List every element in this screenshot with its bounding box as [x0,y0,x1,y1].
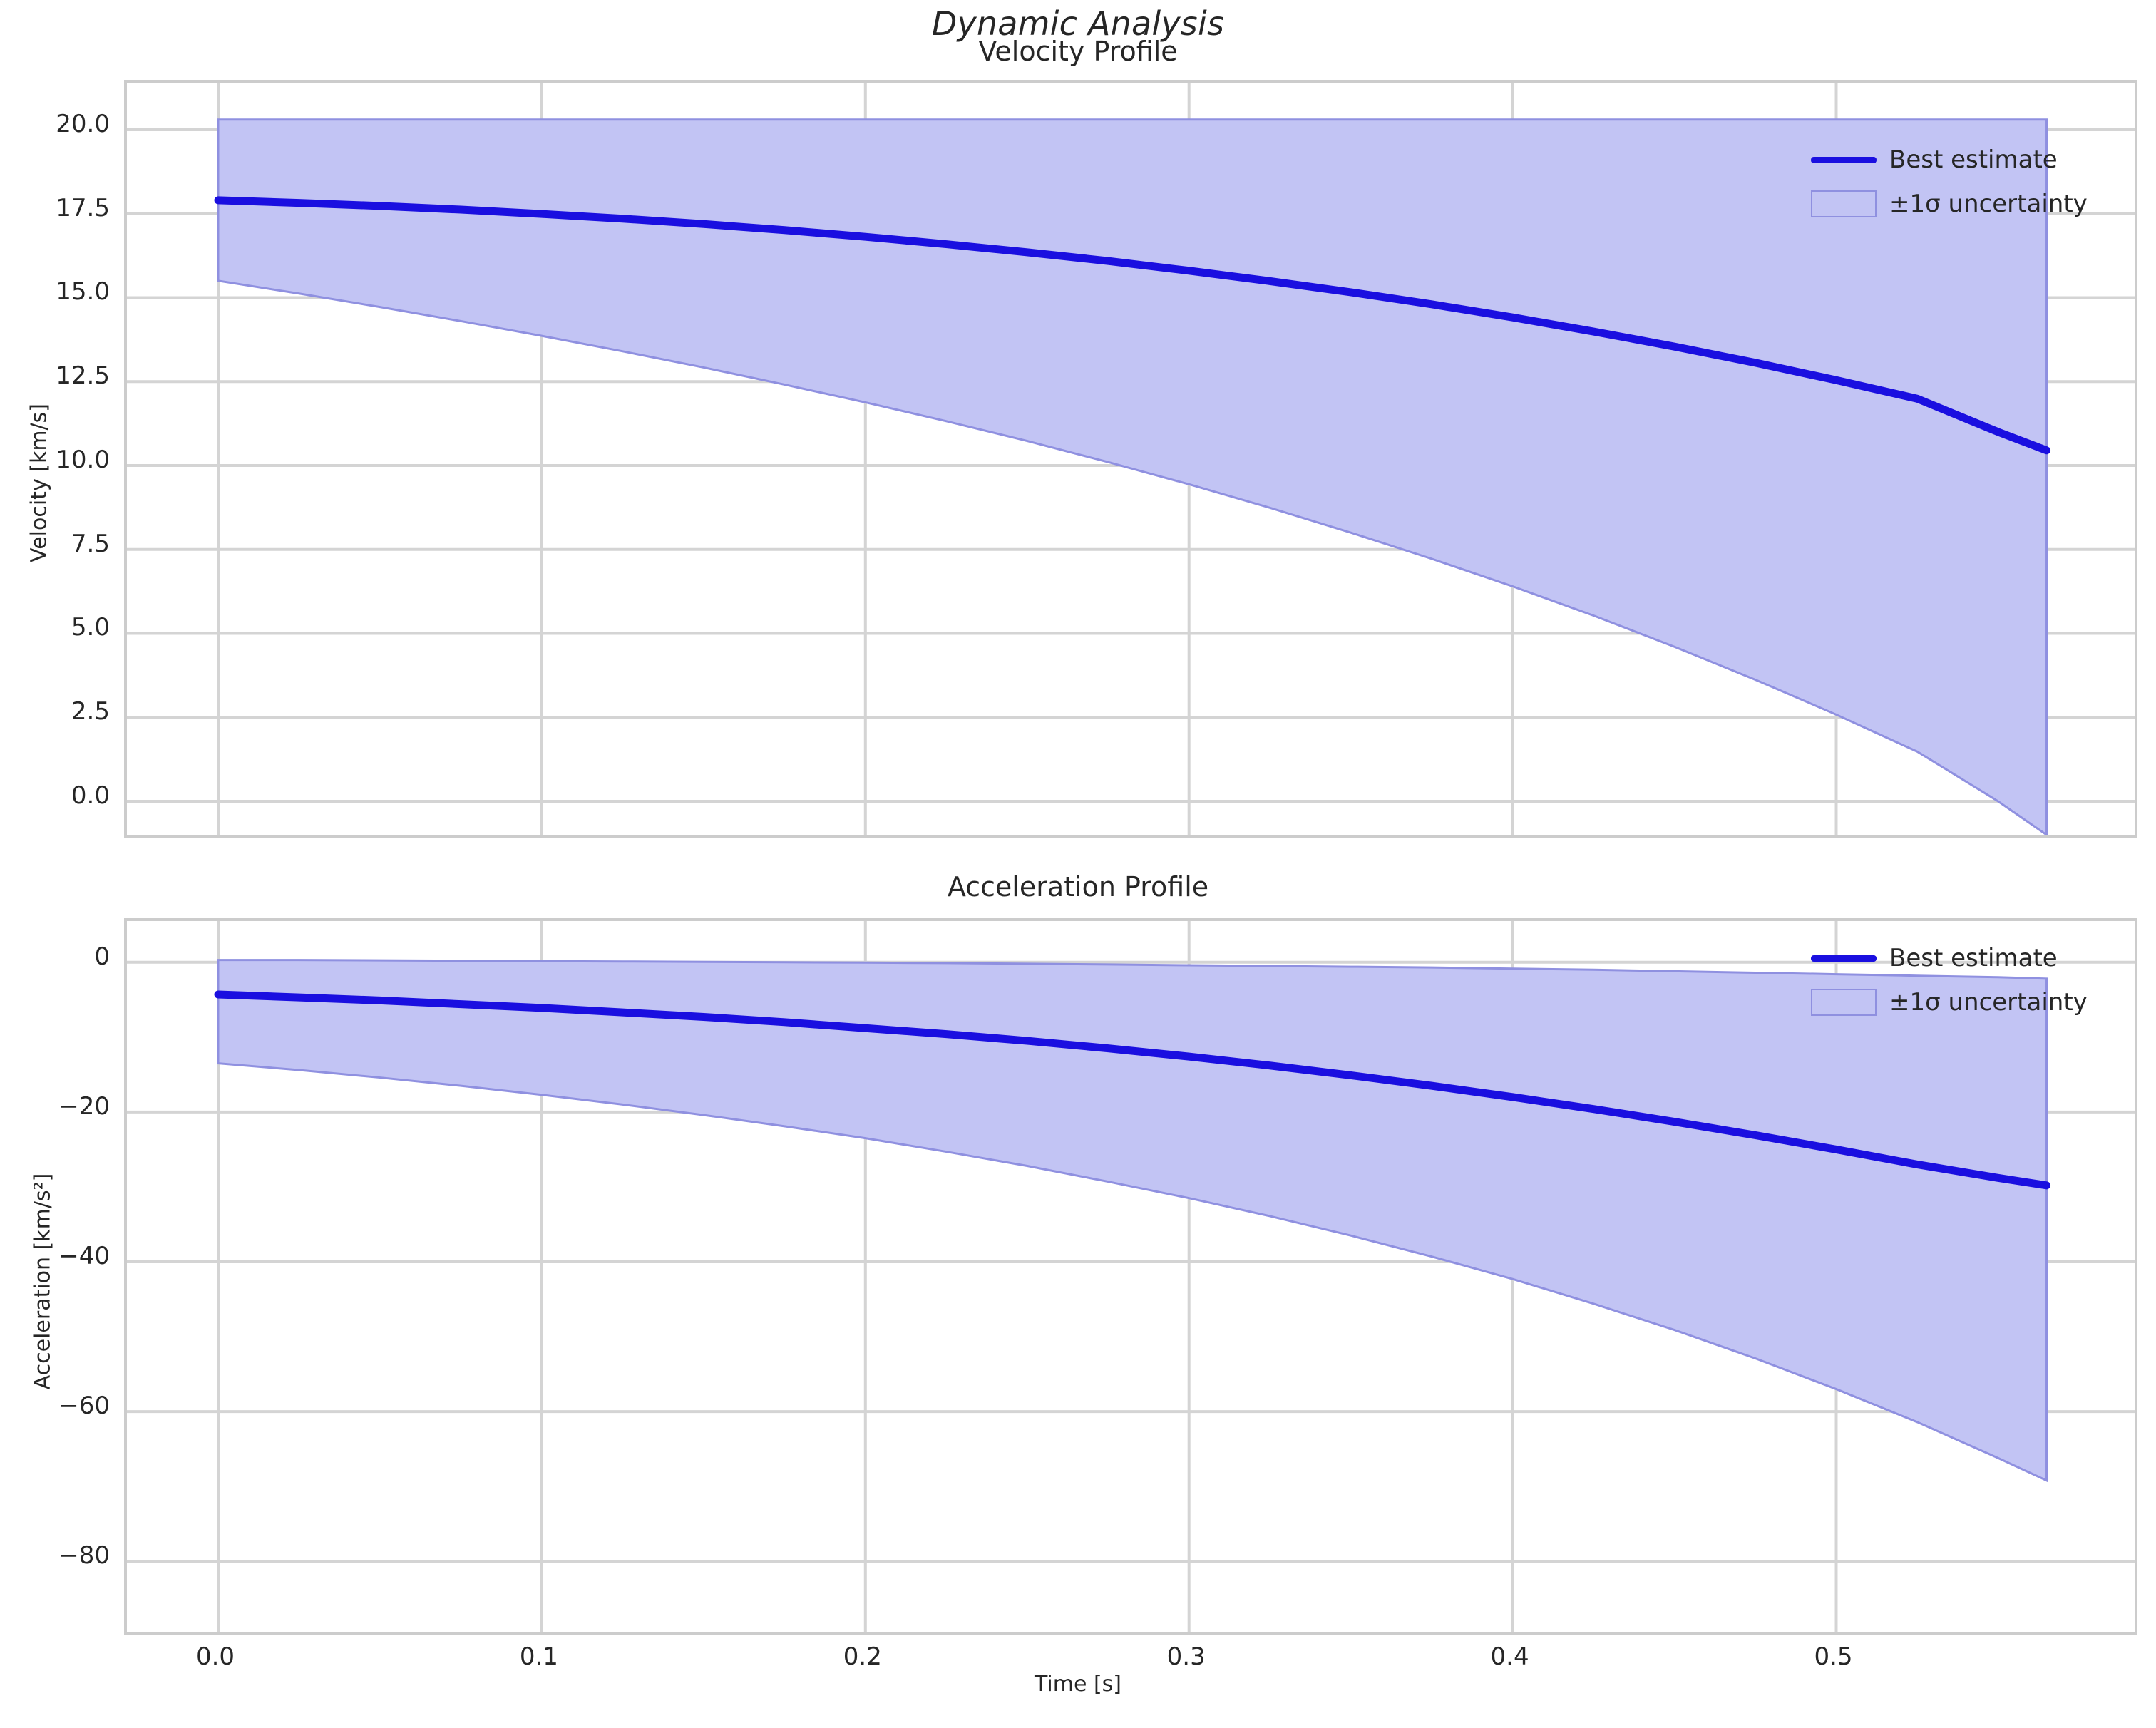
x-tick-label: 0.0 [195,1642,235,1671]
velocity-subplot-title: Velocity Profile [978,36,1178,67]
y-tick-label: 0 [94,942,110,971]
x-tick-label: 0.5 [1814,1642,1853,1671]
acceleration-legend: Best estimate ±1σ uncertainty [1811,941,2088,1019]
legend-entry-best-estimate: Best estimate [1811,143,2088,177]
x-tick-label: 0.1 [519,1642,558,1671]
legend-entry-uncertainty: ±1σ uncertainty [1811,985,2088,1019]
legend-band-swatch [1811,190,1877,217]
legend-entry-best-estimate: Best estimate [1811,941,2088,975]
y-tick-label: 0.0 [71,781,110,810]
y-tick-label: 12.5 [56,361,110,391]
legend-label-uncertainty: ±1σ uncertainty [1889,190,2088,218]
y-tick-label: −20 [58,1091,110,1121]
y-tick-label: −80 [58,1541,110,1570]
y-tick-label: 5.0 [71,613,110,642]
y-tick-label: 17.5 [56,193,110,222]
time-x-axis-label: Time [s] [1035,1672,1121,1697]
y-tick-label: 15.0 [56,277,110,307]
y-tick-label: −60 [58,1392,110,1421]
acceleration-plot-area [124,918,2137,1635]
legend-band-swatch [1811,989,1877,1016]
legend-entry-uncertainty: ±1σ uncertainty [1811,187,2088,221]
legend-line-swatch [1811,955,1877,962]
x-tick-label: 0.4 [1490,1642,1529,1671]
y-tick-label: 20.0 [56,109,110,138]
y-tick-label: 2.5 [71,697,110,726]
y-tick-label: −40 [58,1241,110,1270]
legend-line-swatch [1811,156,1877,163]
y-tick-label: 10.0 [56,445,110,474]
x-tick-label: 0.3 [1166,1642,1206,1671]
legend-label-best-estimate: Best estimate [1889,944,2058,972]
legend-label-best-estimate: Best estimate [1889,145,2058,174]
acceleration-plot-svg [127,921,2135,1632]
velocity-plot-svg [127,83,2135,835]
acceleration-subplot-title: Acceleration Profile [947,871,1209,902]
velocity-plot-area [124,80,2137,838]
acceleration-y-axis-label: Acceleration [km/s²] [30,1173,56,1390]
figure-suptitle: Dynamic Analysis [931,4,1225,43]
y-tick-label: 7.5 [71,529,110,558]
x-tick-label: 0.2 [843,1642,882,1671]
velocity-legend: Best estimate ±1σ uncertainty [1811,143,2088,221]
legend-label-uncertainty: ±1σ uncertainty [1889,988,2088,1017]
